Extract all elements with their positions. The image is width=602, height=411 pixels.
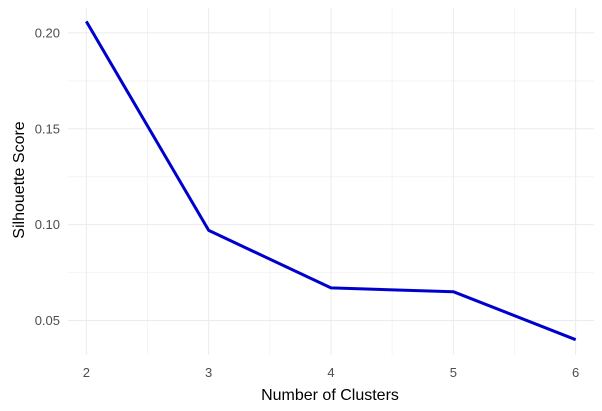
y-tick-label: 0.05 [35, 313, 60, 328]
x-tick-label: 5 [450, 365, 457, 380]
grid-lines [68, 8, 594, 355]
y-tick-label: 0.10 [35, 217, 60, 232]
x-axis-title: Number of Clusters [261, 387, 399, 404]
y-tick-label: 0.15 [35, 121, 60, 136]
x-tick-label: 3 [205, 365, 212, 380]
silhouette-score-line [85, 20, 577, 342]
y-tick-labels: 0.05 0.10 0.15 0.20 [35, 25, 60, 328]
y-axis-title: Silhouette Score [11, 121, 28, 239]
y-tick-label: 0.20 [35, 25, 60, 40]
x-tick-label: 4 [327, 365, 334, 380]
x-tick-label: 6 [572, 365, 579, 380]
x-tick-label: 2 [83, 365, 90, 380]
series-layer [85, 20, 577, 342]
x-tick-labels: 2 3 4 5 6 [83, 365, 580, 380]
